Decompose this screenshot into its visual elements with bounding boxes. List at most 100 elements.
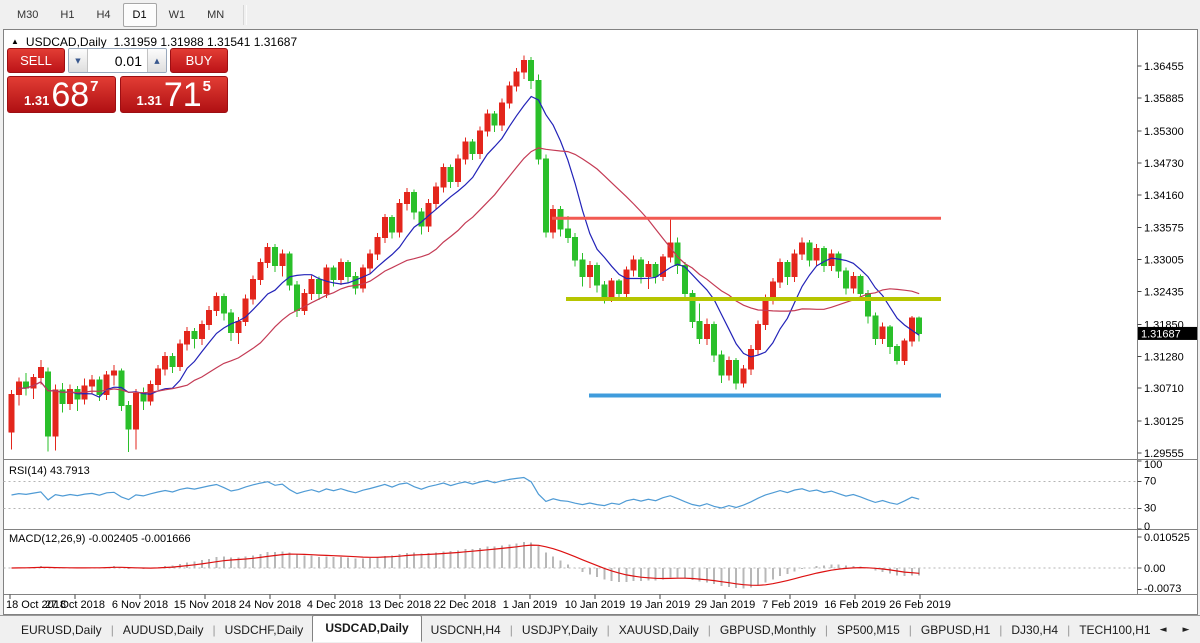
sell-button[interactable]: SELL [7,48,65,73]
candle-body [711,323,718,356]
candle-body [747,349,754,370]
candle-body [176,343,183,367]
candle-body [630,259,637,271]
timeframe-d1[interactable]: D1 [122,2,157,27]
sell-price-panel[interactable]: 1.31 68 7 [7,76,116,113]
candle-body [733,360,740,384]
candle-body [455,158,462,182]
candle-body [198,323,205,339]
candle-body [535,79,542,160]
price-axis-label: 1.34730 [1144,158,1184,170]
price-axis-label: 1.33005 [1144,255,1184,267]
sell-price-pips: 68 [51,75,90,114]
candle-body [828,253,835,266]
chart-tab-dj30-h4[interactable]: DJ30,H4 [1011,623,1059,637]
tab-divider: | [999,623,1003,637]
candle-body [308,278,315,294]
candle-body [403,192,410,205]
volume-decrease-button[interactable]: ▼ [69,49,88,72]
candle-body [440,166,447,188]
time-axis-label: 4 Dec 2018 [307,599,363,611]
candle-body [520,60,527,73]
current-price-label: 1.31687 [1141,328,1181,340]
time-axis-label: 10 Jan 2019 [565,599,626,611]
candle-body [769,281,776,300]
rsi-indicator-label: RSI(14) 43.7913 [9,465,90,477]
chart-tab-tech100-h1[interactable]: TECH100,H1 [1079,623,1151,637]
candle-body [762,298,769,325]
timeframe-mn[interactable]: MN [207,8,225,21]
candle-body [367,253,374,269]
macd-axis-label: 0.00 [1144,563,1165,575]
tab-divider: | [1067,623,1071,637]
sell-price-handle: 1.31 [24,93,50,108]
candle-body [30,377,37,389]
candle-body [374,236,381,255]
candle-body [103,374,110,395]
timeframe-h4[interactable]: H4 [96,8,111,21]
chart-tab-sp500-m15[interactable]: SP500,M15 [837,623,900,637]
timeframe-m30[interactable]: M30 [17,8,39,21]
candle-body [659,256,666,278]
candle-body [89,379,96,387]
candle-body [652,263,659,278]
buy-button[interactable]: BUY [170,48,228,73]
chart-tab-gbpusd-h1[interactable]: GBPUSD,H1 [920,623,991,637]
volume-input[interactable] [88,49,147,72]
candle-body [506,85,513,104]
candle-body [52,389,59,437]
chart-tab-audusd-daily[interactable]: AUDUSD,Daily [122,623,204,637]
chart-tab-eurusd-daily[interactable]: EURUSD,Daily [21,623,102,637]
rsi-axis-label: 70 [1144,475,1156,487]
candle-body [345,262,352,278]
price-axis-label: 1.35885 [1144,93,1184,105]
scroll-tabs-right-icon[interactable]: ► [1182,625,1190,635]
time-axis-label: 13 Dec 2018 [369,599,431,611]
price-axis-label: 1.31280 [1144,351,1184,363]
candle-body [191,331,198,339]
time-axis-label: 6 Nov 2018 [112,599,168,611]
chart-tab-usdjpy-daily[interactable]: USDJPY,Daily [521,623,598,637]
candle-body [586,264,593,278]
chart-tab-xauusd-daily[interactable]: XAUUSD,Daily [618,623,699,637]
chart-tab-usdcad-daily[interactable]: USDCAD,Daily [312,615,422,642]
chart-tab-bar: EURUSD,Daily | AUDUSD,Daily | USDCHF,Daily US… [0,615,1200,643]
candle-body [337,262,344,280]
candle-body [864,292,871,317]
candle-body [645,263,652,278]
candle-body [901,340,908,362]
scroll-tabs-left-icon[interactable]: ◄ [1159,625,1167,635]
collapse-chart-icon[interactable]: ▲ [11,36,19,46]
buy-price-point: 5 [202,78,211,95]
chart-tab-gbpusd-monthly[interactable]: GBPUSD,Monthly [719,623,816,637]
timeframe-h1[interactable]: H1 [60,8,75,21]
candle-body [132,392,139,430]
candle-body [118,370,125,407]
candle-body [835,253,842,272]
candle-body [916,317,923,334]
chart-window-frame [3,29,1198,615]
candle-body [725,360,732,376]
candle-body [279,253,286,266]
candle-body [433,186,440,205]
candle-body [110,370,117,376]
candle-body [389,217,396,233]
tab-scroll-controls: ◄ ► [1160,625,1200,635]
chart-tab-usdchf-daily[interactable]: USDCHF,Daily [224,623,304,637]
volume-increase-button[interactable]: ▲ [147,49,166,72]
sell-price-point: 7 [90,78,99,95]
time-axis-label: 18 Oct 2018 [6,599,66,611]
buy-price-panel[interactable]: 1.31 71 5 [119,76,228,113]
candle-body [572,236,579,261]
timeframe-w1[interactable]: W1 [168,8,186,21]
price-axis-label: 1.30710 [1144,383,1184,395]
tab-divider: | [606,623,610,637]
chart-title: ▲ USDCAD,Daily 1.31959 1.31988 1.31541 1… [11,35,297,49]
candle-body [96,379,103,395]
candle-body [264,246,271,264]
chart-tab-usdcnh-h4[interactable]: USDCNH,H4 [430,623,501,637]
candle-body [381,217,388,238]
ma-fast-line [18,95,920,398]
